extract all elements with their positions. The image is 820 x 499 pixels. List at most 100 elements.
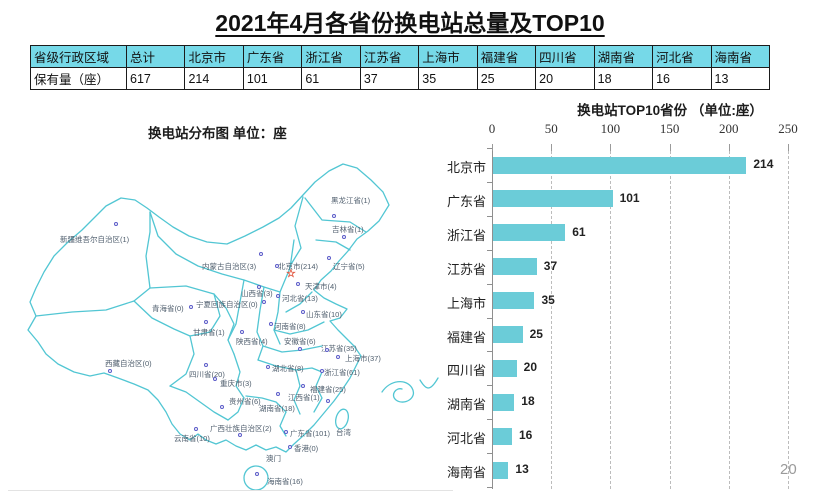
map-station-dot	[204, 320, 208, 324]
page-number: 20	[780, 461, 797, 478]
map-province-label: 湖南省(18)	[259, 404, 295, 413]
map-station-dot	[194, 427, 198, 431]
map-province-label: 云南省(10)	[174, 434, 210, 443]
table-header-row: 省级行政区域 总计 北京市 广东省 浙江省 江苏省 上海市 福建省 四川省 湖南省 河北省 海南省	[30, 45, 771, 68]
bar-segment	[493, 359, 517, 377]
map-province-label: 福建省(25)	[310, 385, 346, 394]
bar-category-label: 海南省	[446, 465, 486, 481]
map-station-dot	[288, 445, 292, 449]
map-station-dot	[259, 252, 263, 256]
map-station-dot	[284, 430, 288, 434]
bar-segment	[493, 427, 512, 445]
map-station-dot	[301, 384, 305, 388]
table-header-cell: 海南省	[710, 45, 771, 68]
table-header-cell: 北京市	[184, 45, 244, 68]
y-axis-tick-mark	[487, 317, 492, 319]
map-station-dot	[257, 285, 261, 289]
table-header-cell: 福建省	[476, 45, 537, 68]
map-province-label: 山东省(10)	[306, 310, 342, 319]
map-title: 换电站分布图 单位：座	[148, 126, 287, 141]
table-value-cell: 617	[125, 67, 186, 90]
map-station-dot	[298, 347, 302, 351]
x-axis-tick-mark	[728, 144, 730, 151]
y-axis-tick-mark	[487, 385, 492, 387]
table-header-cell: 四川省	[535, 45, 595, 68]
y-axis-tick-mark	[487, 283, 492, 285]
map-station-dot	[325, 348, 329, 352]
table-value-cell: 101	[242, 67, 303, 90]
map-province-label: 澳门	[266, 454, 281, 463]
table-header-cell: 省级行政区域	[30, 45, 127, 68]
map-province-label: 黑龙江省(1)	[331, 196, 371, 205]
map-province-label: 四川省(20)	[189, 370, 225, 379]
map-province-label: 湖北省(8)	[272, 364, 304, 373]
table-value-cell: 37	[359, 67, 420, 90]
map-station-dot	[296, 282, 300, 286]
map-province-label: 北京市(214)	[278, 262, 319, 271]
table-row-label: 保有量（座）	[30, 67, 127, 90]
table-header-cell: 广东省	[242, 45, 303, 68]
bar-value-label: 101	[619, 190, 640, 205]
table-value-cell: 61	[301, 67, 361, 90]
bar-segment	[493, 156, 747, 174]
y-axis-tick-mark	[487, 148, 492, 150]
map-station-dot	[262, 300, 266, 304]
map-province-label: 江西省(1)	[288, 393, 320, 402]
x-axis-tick-mark	[492, 144, 493, 151]
map-station-dot	[238, 433, 242, 437]
bar-value-label: 18	[521, 394, 535, 409]
map-province-label: 青海省(0)	[152, 304, 184, 313]
x-axis-tick-mark	[788, 144, 789, 151]
map-province-label: 浙江省(61)	[324, 368, 360, 377]
map-province-label: 江苏省(35)	[321, 344, 357, 353]
table-value-cell: 20	[535, 67, 595, 90]
x-axis-tick-label: 150	[659, 121, 680, 136]
table-value-cell: 13	[710, 67, 771, 90]
table-value-cell: 25	[476, 67, 537, 90]
table-value-cell: 16	[652, 67, 712, 90]
map-province-label: 香港(0)	[294, 444, 319, 453]
bar-category-label: 湖南省	[446, 397, 486, 413]
map-province-label: 安徽省(6)	[284, 337, 316, 346]
chart-y-axis	[492, 151, 493, 489]
map-station-dot	[108, 369, 112, 373]
map-station-dot	[204, 363, 208, 367]
stats-table: 省级行政区域 总计 北京市 广东省 浙江省 江苏省 上海市 福建省 四川省 湖南省 河北省 海南省 保有…	[30, 45, 771, 90]
x-axis-tick-label: 0	[488, 121, 496, 136]
map-station-dot	[320, 369, 324, 373]
map-station-dot	[240, 330, 244, 334]
map-province-label: 海南省(16)	[267, 477, 303, 486]
map-station-dot	[255, 472, 259, 476]
bar-value-label: 35	[541, 292, 555, 307]
bar-category-label: 四川省	[446, 363, 486, 379]
bar-category-label: 上海市	[446, 295, 486, 311]
map-station-dot	[269, 322, 273, 326]
bar-category-label: 北京市	[446, 160, 486, 175]
map-province-label: 重庆市(3)	[220, 379, 252, 388]
chart-title: 换电站TOP10省份 （单位:座）	[577, 103, 763, 118]
map-station-dot	[220, 405, 224, 409]
page-title: 2021年4月各省份换电站总量及TOP10	[215, 10, 605, 36]
map-province-label: 西藏自治区(0)	[105, 359, 152, 368]
map-province-label: 广东省(101)	[290, 429, 331, 438]
table-header-cell: 总计	[125, 45, 186, 68]
table-header-cell: 河北省	[652, 45, 712, 68]
table-value-cell: 35	[418, 67, 478, 90]
map-province-label: 内蒙古自治区(3)	[202, 262, 257, 271]
capital-star-icon: ☆	[286, 268, 296, 280]
bar-segment	[493, 393, 515, 411]
y-axis-tick-mark	[487, 215, 492, 217]
map-station-dot	[342, 235, 346, 239]
y-axis-tick-mark	[487, 453, 492, 455]
x-axis-tick-label: 250	[778, 121, 798, 136]
stats-tbody: 省级行政区域 总计 北京市 广东省 浙江省 江苏省 上海市 福建省 四川省 湖南省 河北省 海南省 保有…	[30, 45, 771, 90]
bar-value-label: 20	[523, 360, 538, 375]
map-province-label: 新疆维吾尔自治区(1)	[60, 235, 130, 244]
bar-category-label: 广东省	[446, 193, 486, 209]
x-axis-tick-label: 100	[600, 121, 621, 136]
map-station-dot	[114, 222, 118, 226]
bar-chart: 换电站TOP10省份 （单位:座） 0 50 100 150 200 250 北京市 214 广…	[440, 95, 820, 495]
map-province-label: 辽宁省(5)	[333, 262, 365, 271]
map-station-dot	[276, 294, 280, 298]
